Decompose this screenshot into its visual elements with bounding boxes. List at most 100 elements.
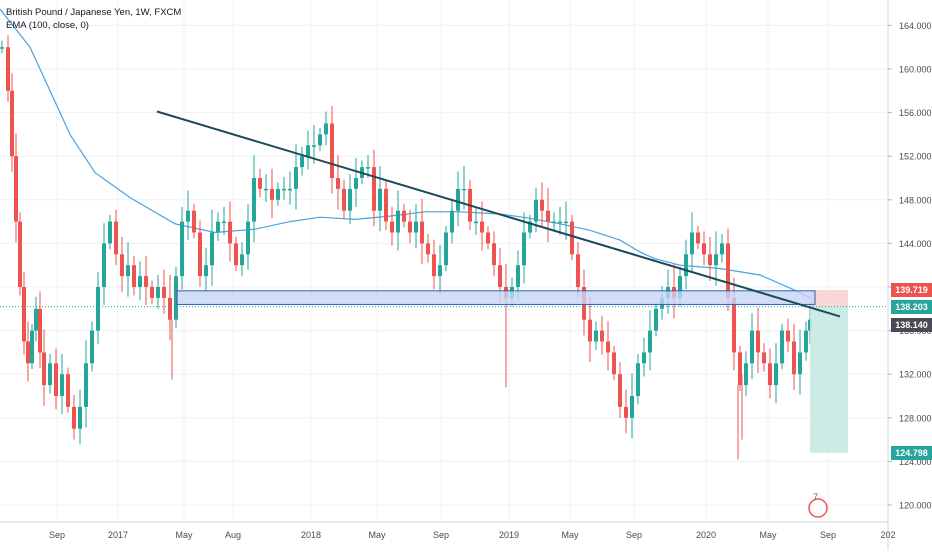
candle-body xyxy=(432,254,436,277)
candle-body xyxy=(0,47,4,49)
candle-body xyxy=(180,221,184,277)
candle-body xyxy=(786,330,790,342)
candle-body xyxy=(528,221,532,233)
price-tag: 139.719 xyxy=(891,283,932,298)
profit-target-zone xyxy=(810,306,848,453)
candle-body xyxy=(270,188,274,200)
candle-body xyxy=(114,221,118,255)
candle-body xyxy=(366,167,370,169)
candle-body xyxy=(558,221,562,224)
candle-body xyxy=(96,287,100,331)
candle-body xyxy=(150,287,154,298)
x-tick-label: 2018 xyxy=(301,530,321,540)
candle-body xyxy=(480,221,484,233)
candle-body xyxy=(804,330,808,353)
candle-body xyxy=(372,167,376,211)
candle-body xyxy=(732,297,736,353)
price-tag: 138.203 xyxy=(891,299,932,314)
candle-body xyxy=(444,232,448,266)
candle-body xyxy=(534,199,538,222)
candle-body xyxy=(564,221,568,224)
candles xyxy=(0,35,812,460)
candle-body xyxy=(648,330,652,353)
candle-body xyxy=(246,221,250,255)
candle-body xyxy=(330,123,334,178)
candle-body xyxy=(384,188,388,222)
candle-body xyxy=(14,156,18,222)
watermark-icon xyxy=(808,498,828,518)
candle-body xyxy=(300,156,304,168)
candle-body xyxy=(240,254,244,266)
candle-body xyxy=(570,221,574,255)
candle-body xyxy=(132,265,136,287)
candle-body xyxy=(774,363,778,386)
candle-body xyxy=(594,330,598,342)
candle-body xyxy=(690,232,694,255)
y-tick-label: 128.000 xyxy=(899,413,932,423)
y-tick-label: 124.000 xyxy=(899,457,932,467)
candle-body xyxy=(780,330,784,364)
candle-body xyxy=(522,232,526,266)
candle-body xyxy=(414,221,418,233)
candle-body xyxy=(204,265,208,277)
candle-body xyxy=(678,276,682,298)
candle-body xyxy=(420,221,424,244)
candle-body xyxy=(630,396,634,418)
x-tick-label: May xyxy=(175,530,193,540)
ema-100-line xyxy=(0,8,811,299)
x-tick-label: Sep xyxy=(433,530,449,540)
candle-body xyxy=(456,188,460,211)
x-tick-label: Aug xyxy=(225,530,241,540)
candle-body xyxy=(192,210,196,233)
candle-body xyxy=(498,265,502,287)
x-tick-label: Sep xyxy=(49,530,65,540)
candle-body xyxy=(34,308,38,331)
candle-body xyxy=(108,221,112,244)
candle-body xyxy=(744,363,748,386)
candle-body xyxy=(396,210,400,233)
drawings[interactable]: 7 xyxy=(0,110,888,518)
y-tick-label: 144.000 xyxy=(899,239,932,249)
y-tick-label: 120.000 xyxy=(899,501,932,511)
candle-body xyxy=(144,276,148,287)
candle-body xyxy=(798,352,802,375)
candle-body xyxy=(486,232,490,244)
candle-body xyxy=(588,319,592,342)
y-tick-label: 152.000 xyxy=(899,152,932,162)
x-tick-label: 202 xyxy=(880,530,895,540)
candle-body xyxy=(18,221,22,287)
candle-body xyxy=(342,188,346,211)
x-tick-label: May xyxy=(759,530,777,540)
candle-body xyxy=(792,341,796,375)
candle-body xyxy=(642,352,646,364)
candle-body xyxy=(276,188,280,200)
candle-body xyxy=(38,308,42,353)
candle-body xyxy=(282,188,286,191)
candle-body xyxy=(720,243,724,255)
candle-body xyxy=(288,188,292,191)
x-tick-label: 2017 xyxy=(108,530,128,540)
candle-body xyxy=(606,341,610,353)
candle-body xyxy=(198,232,202,277)
candle-body xyxy=(576,254,580,287)
candle-body xyxy=(234,243,238,266)
candle-body xyxy=(768,363,772,386)
y-tick-label: 160.000 xyxy=(899,65,932,75)
candle-body xyxy=(618,374,622,407)
candle-body xyxy=(42,352,46,386)
candle-body xyxy=(546,210,550,222)
candle-body xyxy=(552,221,556,224)
candle-body xyxy=(306,145,310,157)
candle-body xyxy=(516,265,520,287)
indicator-label: EMA (100, close, 0) xyxy=(6,20,89,31)
candle-body xyxy=(156,287,160,298)
candle-body xyxy=(162,287,166,298)
candle-body xyxy=(258,178,262,189)
watermark-count: 7 xyxy=(813,492,818,502)
candle-body xyxy=(54,363,58,396)
candle-body xyxy=(216,221,220,233)
x-tick-label: 2019 xyxy=(499,530,519,540)
candle-body xyxy=(726,243,730,298)
